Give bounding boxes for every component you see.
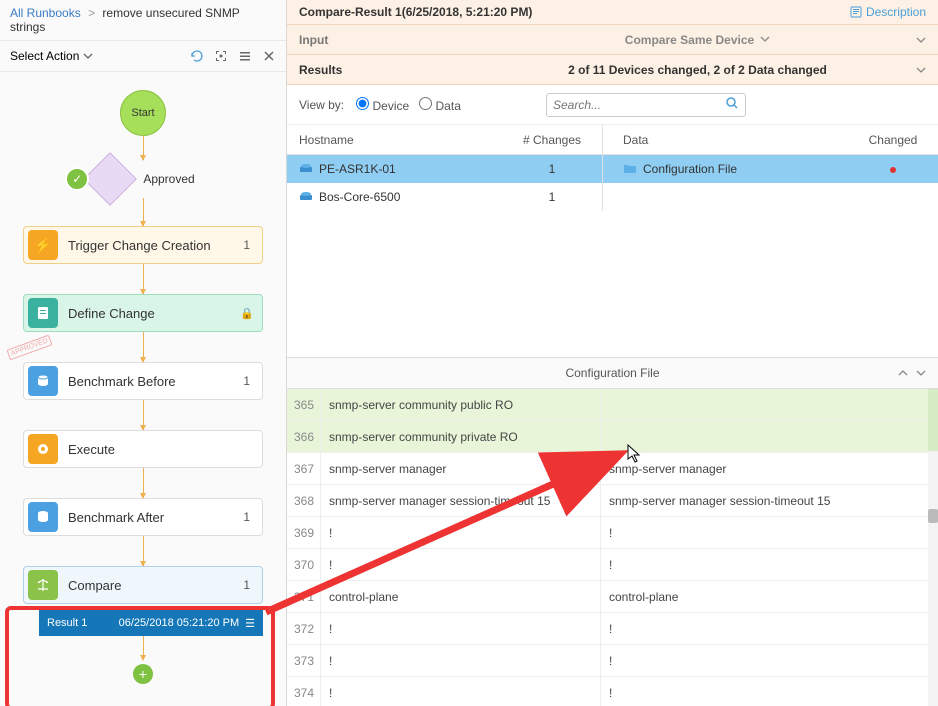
diff-row: 374!! (287, 677, 938, 706)
col-changed[interactable]: Changed (848, 133, 938, 147)
view-by-label: View by: (299, 98, 344, 112)
gear-icon (28, 434, 58, 464)
benchmark-before-node[interactable]: Benchmark Before 1 (23, 362, 263, 400)
check-icon: ✓ (65, 167, 89, 191)
approved-label: Approved (143, 172, 194, 186)
search-input[interactable] (553, 98, 725, 112)
database-icon (28, 502, 58, 532)
input-collapse-toggle[interactable] (916, 33, 926, 47)
col-data[interactable]: Data (602, 125, 848, 154)
diff-row: 367snmp-server managersnmp-server manage… (287, 453, 938, 485)
diff-row: 372!! (287, 613, 938, 645)
search-icon[interactable] (725, 96, 739, 113)
diff-next-button[interactable] (916, 366, 926, 380)
benchmark-after-node[interactable]: Benchmark After 1 (23, 498, 263, 536)
diff-row: 365snmp-server community public RO (287, 389, 938, 421)
diff-prev-button[interactable] (898, 366, 908, 380)
changed-dot (890, 167, 896, 173)
compare-mode-dropdown[interactable]: Compare Same Device (479, 33, 916, 47)
diff-area: 365snmp-server community public RO366snm… (287, 389, 938, 706)
chevron-down-icon (760, 36, 770, 43)
col-hostname[interactable]: Hostname (287, 133, 502, 147)
diff-scrollbar[interactable] (928, 389, 938, 706)
define-change-node[interactable]: Define Change 🔒 (23, 294, 263, 332)
input-label: Input (299, 33, 479, 47)
diff-row: 368snmp-server manager session-timeout 1… (287, 485, 938, 517)
radio-data[interactable]: Data (419, 97, 461, 113)
diff-row: 370!! (287, 549, 938, 581)
trigger-change-node[interactable]: ⚡ Trigger Change Creation 1 (23, 226, 263, 264)
search-box[interactable] (546, 93, 746, 117)
description-icon (850, 6, 862, 18)
add-step-button[interactable]: + (133, 664, 153, 684)
host-table-body: PE-ASR1K-01 1 Configuration File Bos-Cor… (287, 155, 938, 357)
chevron-down-icon (83, 53, 93, 60)
diff-row: 366snmp-server community private RO (287, 421, 938, 453)
scales-icon (28, 570, 58, 600)
result-menu-icon[interactable]: ☰ (245, 617, 255, 630)
description-link[interactable]: Description (850, 5, 926, 19)
diff-row: 373!! (287, 645, 938, 677)
select-action-dropdown[interactable]: Select Action (10, 49, 190, 63)
diff-row: 371control-planecontrol-plane (287, 581, 938, 613)
menu-icon[interactable] (238, 49, 252, 63)
lightning-icon: ⚡ (28, 230, 58, 260)
results-summary: 2 of 11 Devices changed, 2 of 2 Data cha… (479, 63, 916, 77)
approved-node[interactable]: ✓ Approved (91, 160, 194, 198)
folder-icon (623, 162, 637, 177)
radio-device[interactable]: Device (356, 97, 409, 113)
database-icon (28, 366, 58, 396)
refresh-icon[interactable] (190, 49, 204, 63)
results-collapse-toggle[interactable] (916, 63, 926, 77)
host-row[interactable]: Bos-Core-6500 1 (287, 183, 938, 211)
compare-result-title: Compare-Result 1(6/25/2018, 5:21:20 PM) (299, 5, 532, 19)
execute-node[interactable]: Execute (23, 430, 263, 468)
compare-node[interactable]: Compare 1 (23, 566, 263, 604)
device-icon (299, 191, 313, 204)
col-changes[interactable]: # Changes (502, 133, 602, 147)
diff-row: 369!! (287, 517, 938, 549)
results-label: Results (299, 63, 479, 77)
device-icon (299, 163, 313, 176)
focus-icon[interactable] (214, 49, 228, 63)
close-icon[interactable] (262, 49, 276, 63)
config-file-header: Configuration File (287, 357, 938, 389)
breadcrumb-root[interactable]: All Runbooks (10, 6, 81, 20)
lock-icon: 🔒 (240, 307, 254, 320)
host-row[interactable]: PE-ASR1K-01 1 Configuration File (287, 155, 938, 183)
start-node[interactable]: Start (120, 90, 166, 136)
compare-result-row[interactable]: Result 1 06/25/2018 05:21:20 PM ☰ (39, 610, 263, 636)
document-icon (28, 298, 58, 328)
breadcrumb: All Runbooks > remove unsecured SNMP str… (0, 0, 286, 41)
